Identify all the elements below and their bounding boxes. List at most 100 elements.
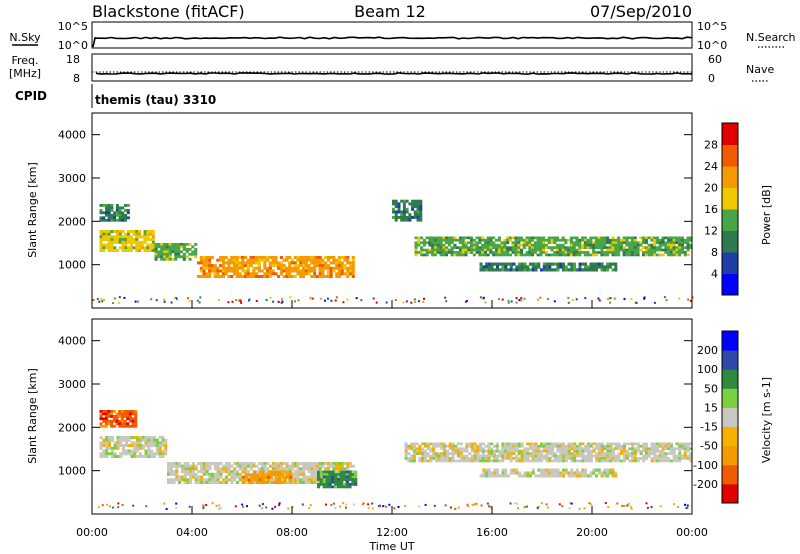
data-cell bbox=[189, 478, 193, 482]
data-cell bbox=[168, 243, 172, 246]
data-cell bbox=[354, 480, 358, 484]
data-cell bbox=[189, 472, 193, 476]
scatter-point bbox=[215, 504, 218, 507]
data-cell bbox=[559, 457, 563, 460]
data-cell bbox=[678, 251, 682, 254]
data-cell bbox=[278, 481, 282, 484]
data-cell bbox=[232, 269, 236, 273]
data-cell bbox=[633, 457, 637, 460]
scatter-point bbox=[686, 504, 689, 507]
data-cell bbox=[672, 238, 676, 242]
data-cell bbox=[490, 449, 494, 453]
data-cell bbox=[418, 459, 422, 463]
data-cell bbox=[600, 262, 604, 266]
data-cell bbox=[255, 272, 259, 276]
data-cell bbox=[581, 447, 585, 451]
data-cell bbox=[548, 265, 552, 269]
data-cell bbox=[351, 480, 355, 484]
data-cell bbox=[161, 444, 165, 448]
data-cell bbox=[501, 449, 505, 453]
data-cell bbox=[307, 470, 311, 474]
data-cell bbox=[531, 454, 535, 458]
data-cell bbox=[413, 213, 417, 217]
data-cell bbox=[570, 452, 574, 455]
data-cell bbox=[175, 464, 179, 468]
data-cell bbox=[523, 449, 527, 453]
data-cell bbox=[232, 272, 236, 276]
data-cell bbox=[564, 246, 568, 249]
data-cell bbox=[495, 243, 499, 247]
data-cell bbox=[680, 454, 684, 458]
data-cell bbox=[419, 215, 423, 219]
data-cell bbox=[105, 446, 109, 450]
data-cell bbox=[534, 265, 538, 269]
data-cell bbox=[127, 249, 130, 252]
data-cell bbox=[216, 467, 220, 471]
data-cell bbox=[321, 272, 325, 276]
data-cell bbox=[197, 462, 201, 465]
scatter-point bbox=[355, 297, 358, 300]
data-cell bbox=[349, 464, 353, 468]
data-cell bbox=[669, 459, 673, 463]
data-cell bbox=[293, 264, 297, 268]
data-cell bbox=[345, 475, 349, 479]
data-cell bbox=[105, 246, 108, 250]
data-cell bbox=[490, 474, 494, 478]
data-cell bbox=[572, 236, 576, 240]
data-cell bbox=[622, 457, 626, 460]
data-cell bbox=[614, 459, 618, 463]
data-cell bbox=[614, 268, 618, 272]
data-cell bbox=[636, 243, 640, 247]
data-cell bbox=[149, 246, 152, 250]
data-cell bbox=[600, 471, 604, 475]
data-cell bbox=[99, 232, 103, 236]
data-cell bbox=[553, 454, 557, 458]
data-cell bbox=[520, 236, 524, 240]
scatter-point bbox=[561, 505, 564, 508]
data-cell bbox=[174, 245, 178, 249]
scatter-point bbox=[238, 299, 241, 302]
data-cell bbox=[633, 454, 637, 458]
data-cell bbox=[655, 238, 659, 242]
data-cell bbox=[354, 483, 358, 486]
data-cell bbox=[528, 243, 532, 247]
data-cell bbox=[230, 481, 234, 484]
data-cell bbox=[419, 207, 423, 211]
data-cell bbox=[526, 471, 530, 475]
scatter-point bbox=[242, 505, 245, 508]
data-cell bbox=[412, 452, 416, 455]
colorbar-tick-label: 8 bbox=[711, 246, 718, 259]
data-cell bbox=[642, 253, 646, 257]
data-cell bbox=[603, 265, 607, 269]
data-cell bbox=[127, 232, 130, 236]
data-cell bbox=[129, 415, 132, 418]
data-cell bbox=[291, 475, 295, 479]
data-cell bbox=[437, 459, 441, 463]
data-cell bbox=[611, 246, 615, 249]
data-cell bbox=[531, 471, 535, 475]
data-cell bbox=[433, 246, 437, 249]
data-cell bbox=[483, 243, 487, 247]
data-cell bbox=[498, 449, 502, 453]
data-cell bbox=[313, 266, 317, 270]
data-cell bbox=[325, 470, 329, 474]
data-cell bbox=[575, 452, 579, 455]
data-cell bbox=[537, 444, 541, 448]
scatter-point bbox=[488, 505, 491, 508]
data-cell bbox=[675, 457, 679, 460]
data-cell bbox=[115, 415, 119, 418]
data-cell bbox=[453, 246, 457, 249]
data-cell bbox=[131, 419, 135, 423]
data-cell bbox=[653, 243, 657, 247]
data-cell bbox=[575, 474, 579, 478]
data-cell bbox=[562, 454, 566, 458]
data-cell bbox=[119, 455, 123, 458]
data-cell bbox=[266, 481, 270, 484]
data-cell bbox=[428, 248, 432, 252]
data-cell bbox=[235, 266, 239, 270]
data-cell bbox=[558, 243, 562, 247]
data-cell bbox=[647, 248, 651, 252]
data-cell bbox=[110, 410, 114, 413]
data-cell bbox=[481, 248, 485, 252]
data-cell bbox=[485, 474, 488, 478]
